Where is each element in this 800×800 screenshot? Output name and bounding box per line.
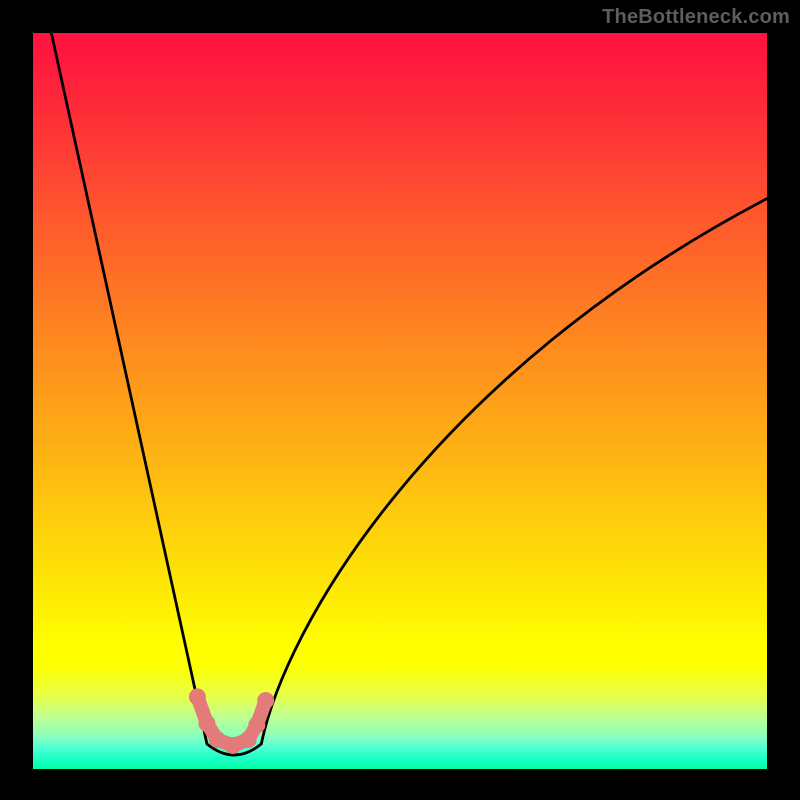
optimal-range-point — [257, 692, 274, 709]
optimal-range-point — [248, 716, 265, 733]
optimal-range-point — [224, 737, 241, 754]
chart-container: TheBottleneck.com — [0, 0, 800, 800]
optimal-range-point — [209, 731, 226, 748]
watermark-text: TheBottleneck.com — [602, 6, 790, 29]
optimal-range-point — [198, 715, 215, 732]
optimal-range-point — [189, 688, 206, 705]
plot-gradient-background — [33, 33, 767, 769]
optimal-range-point — [240, 731, 257, 748]
bottleneck-curve-chart — [0, 0, 800, 800]
